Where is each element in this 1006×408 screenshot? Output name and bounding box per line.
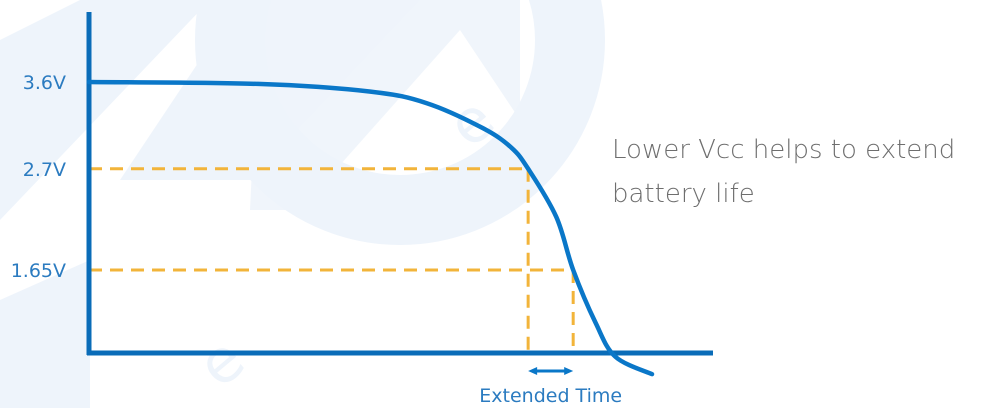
arrow-head-right-icon [564,367,573,375]
battery-life-annotation: Lower Vcc helps to extend battery life [612,128,1002,216]
y-tick-label: 1.65V [11,260,66,282]
extended-time-marker: Extended Time [479,367,622,407]
extended-time-label: Extended Time [479,385,622,407]
arrow-head-left-icon [528,367,537,375]
y-tick-label: 3.6V [23,72,66,94]
y-tick-label: 2.7V [23,159,66,181]
guide-lines [89,169,573,353]
annotation-line-1: Lower Vcc helps to extend [612,128,1002,172]
discharge-curve [89,82,652,374]
y-tick-labels: 3.6V 2.7V 1.65V [11,72,66,282]
annotation-line-2: battery life [612,172,1002,216]
